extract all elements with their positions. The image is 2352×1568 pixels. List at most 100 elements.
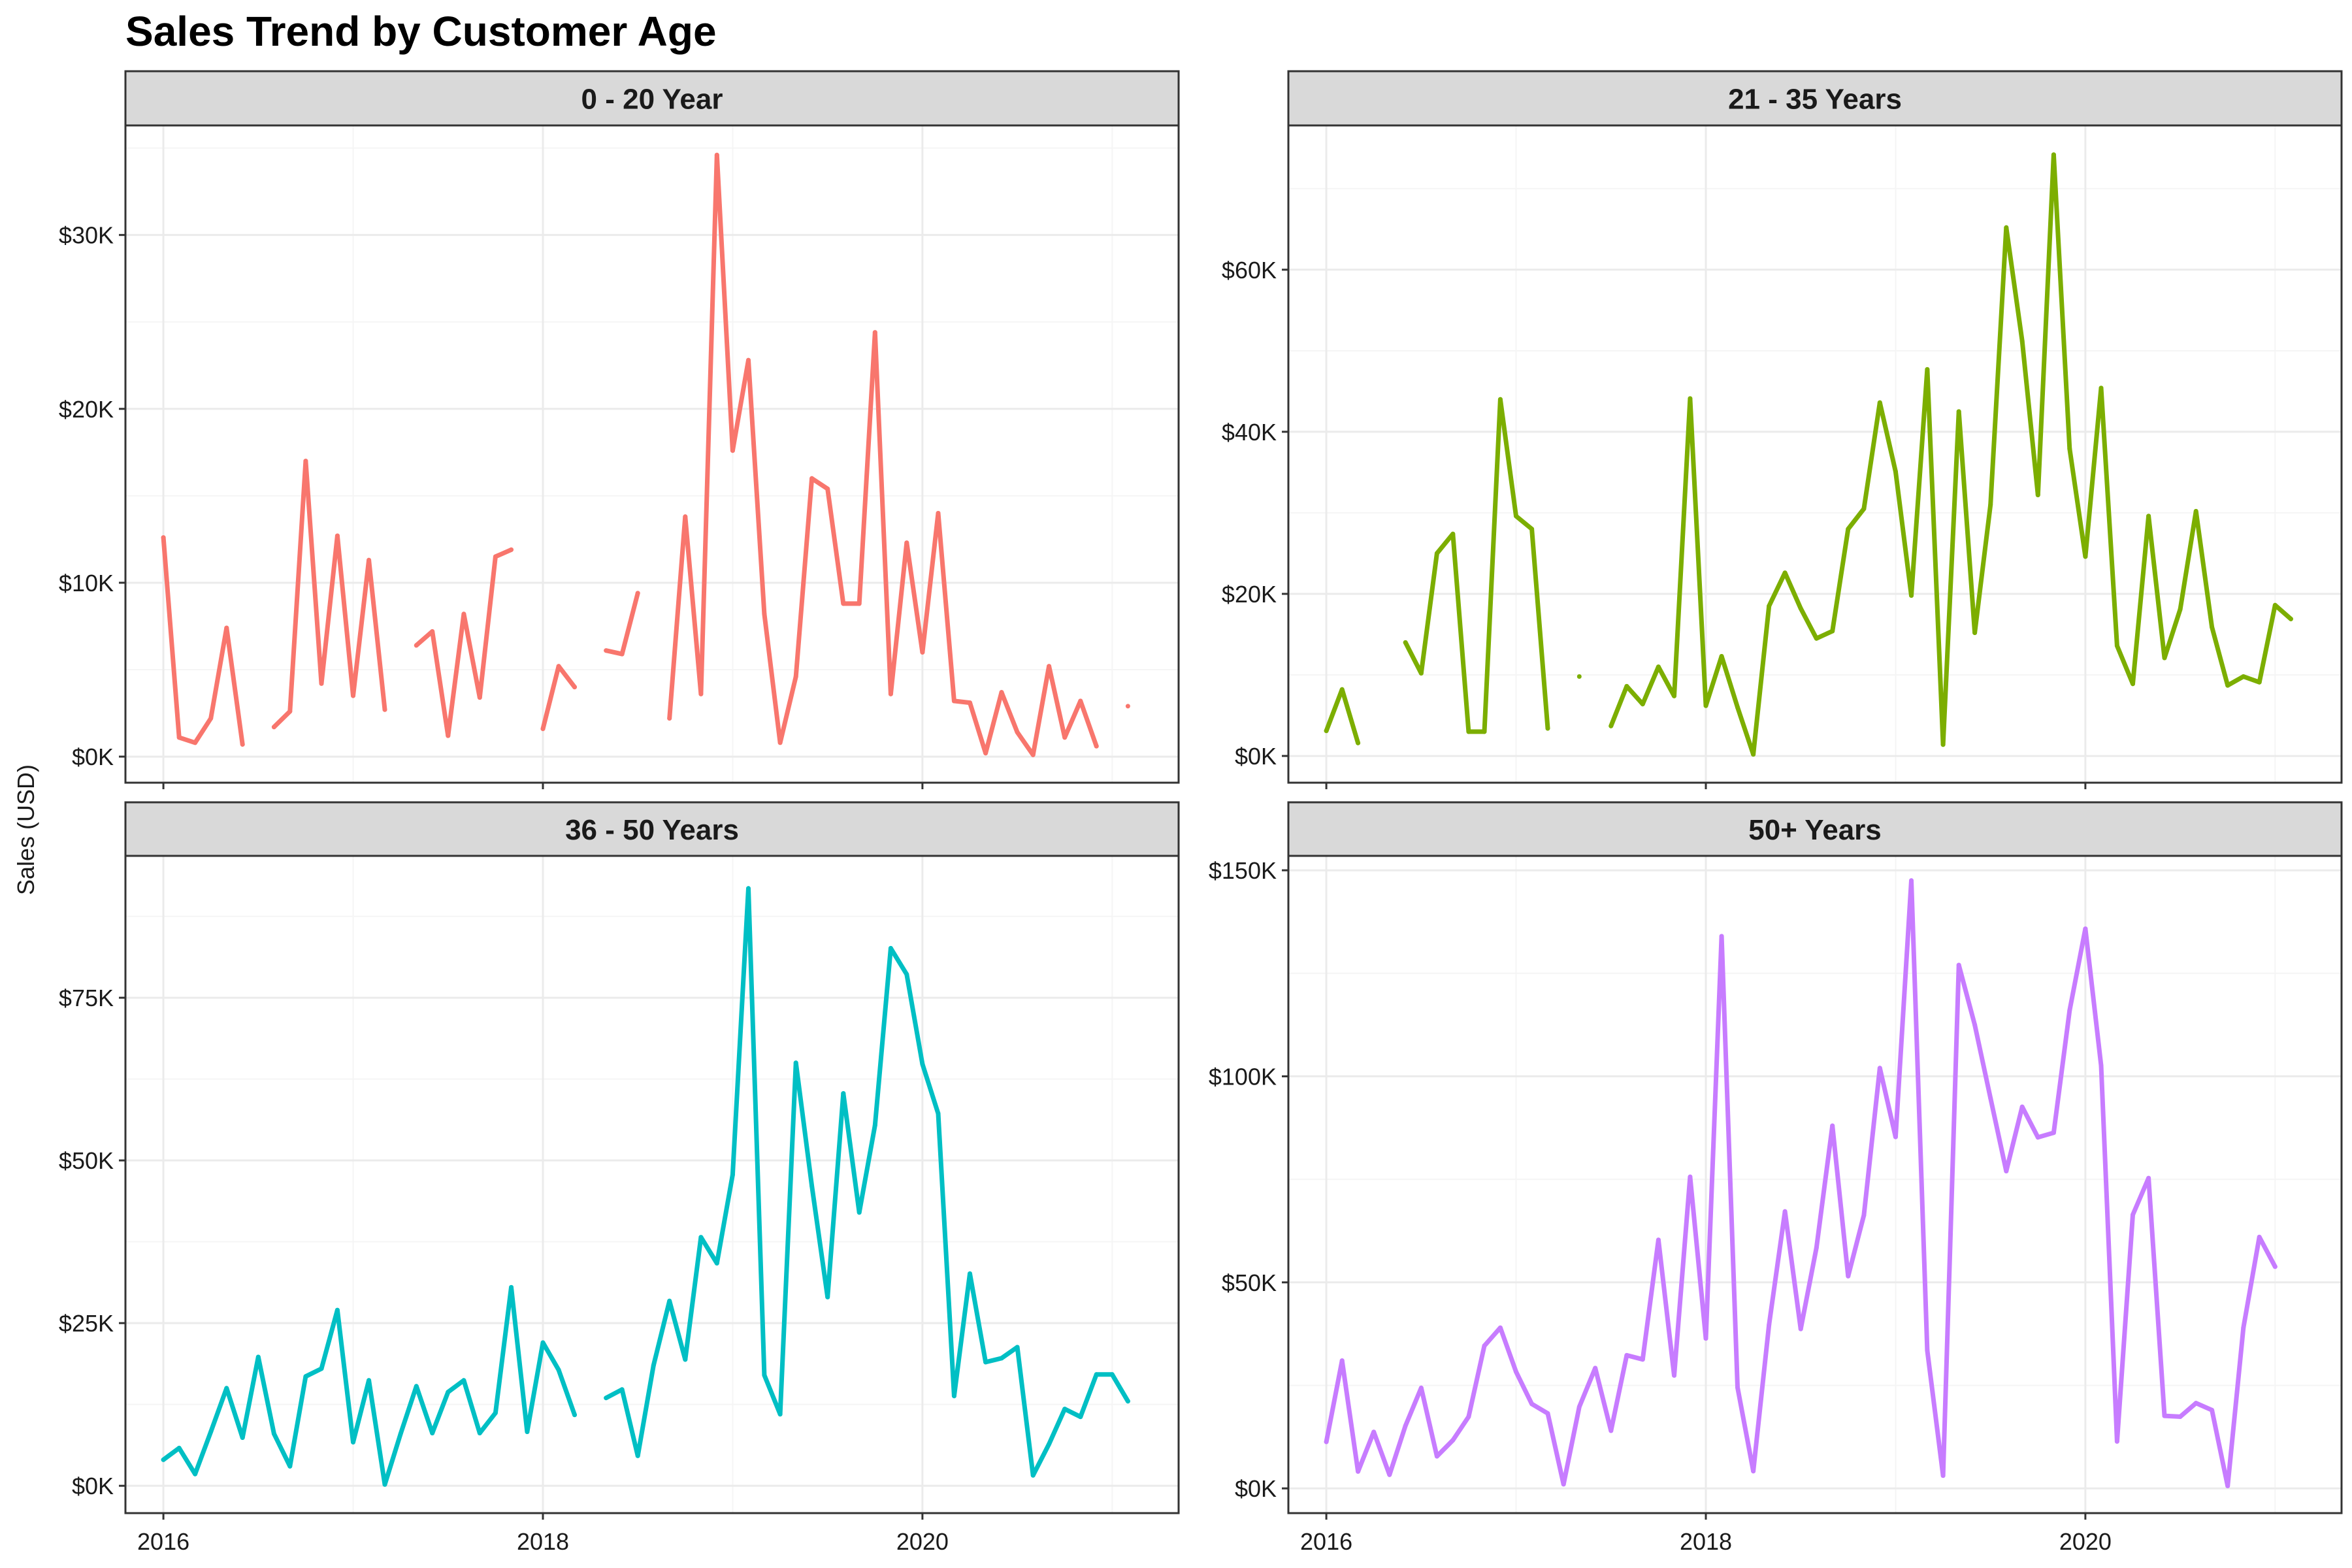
data-point: [1672, 1373, 1676, 1378]
data-point: [287, 1463, 293, 1469]
data-point: [841, 601, 846, 606]
facet-strip-label: 36 - 50 Years: [565, 814, 739, 846]
data-point: [224, 625, 229, 630]
data-point: [1719, 654, 1724, 659]
data-point: [904, 540, 909, 546]
data-point: [2114, 1439, 2119, 1444]
data-point: [1940, 742, 1946, 747]
data-point: [2131, 1212, 2135, 1217]
data-point: [1893, 469, 1898, 474]
data-point: [176, 735, 182, 740]
data-point: [951, 1394, 956, 1399]
data-point: [1078, 1414, 1083, 1420]
data-point: [2210, 625, 2215, 630]
data-point: [762, 1373, 767, 1378]
facet-strip: [1287, 70, 2343, 127]
data-point: [525, 1429, 530, 1434]
data-point: [604, 1396, 609, 1401]
data-point: [746, 886, 751, 891]
data-point: [493, 554, 498, 559]
data-point: [1640, 1357, 1645, 1362]
data-point: [1972, 630, 1978, 635]
data-point: [1925, 1348, 1930, 1353]
data-point: [1047, 664, 1052, 669]
data-point: [1972, 1022, 1978, 1028]
data-point: [983, 1360, 988, 1365]
data-point: [730, 1172, 735, 1177]
data-point: [1450, 531, 1456, 536]
data-point: [367, 1378, 372, 1383]
data-point: [2225, 683, 2230, 688]
data-point: [968, 700, 972, 706]
y-tick-label: $150K: [1209, 857, 1277, 884]
data-point: [1672, 693, 1676, 698]
data-point: [1624, 683, 1629, 689]
y-tick-label: $50K: [59, 1147, 114, 1174]
facet-strip-label: 0 - 20 Year: [581, 84, 723, 116]
data-point: [2114, 643, 2119, 648]
data-point: [746, 357, 751, 363]
data-point: [2257, 679, 2262, 685]
data-point: [1015, 1345, 1020, 1350]
data-point: [619, 651, 625, 657]
data-point: [2272, 1264, 2278, 1269]
data-point: [936, 511, 941, 515]
data-point: [303, 1374, 308, 1379]
y-tick-label: $20K: [59, 396, 114, 423]
y-tick-label: $60K: [1222, 257, 1277, 284]
y-tick-label: $30K: [59, 222, 114, 249]
data-point: [1735, 705, 1740, 710]
data-point: [2004, 225, 2009, 230]
data-point: [1846, 1273, 1851, 1279]
data-point: [1324, 728, 1329, 734]
data-point: [1514, 1369, 1518, 1375]
data-point: [2162, 655, 2167, 661]
data-point: [1387, 1472, 1392, 1477]
data-point: [968, 1271, 972, 1276]
facet-strip-label: 50+ Years: [1748, 814, 1882, 846]
data-point: [2193, 1401, 2198, 1406]
data-point: [509, 1284, 514, 1290]
data-point: [271, 725, 276, 730]
data-point: [683, 1357, 688, 1362]
data-point: [2083, 926, 2088, 932]
data-point: [635, 591, 640, 596]
data-point: [825, 1294, 830, 1299]
data-point: [1356, 740, 1361, 745]
data-point: [1125, 704, 1130, 709]
data-point: [2099, 385, 2104, 391]
data-point: [2288, 616, 2293, 621]
facet-panel: 21 - 35 Years $0K $20K $40K $60K: [1222, 70, 2343, 789]
data-point: [382, 1482, 387, 1487]
data-point: [730, 448, 735, 453]
x-tick-label: 2016: [1300, 1528, 1352, 1555]
data-point: [1814, 1245, 1819, 1250]
data-point: [161, 535, 166, 540]
data-point: [841, 1091, 846, 1096]
data-point: [825, 486, 830, 491]
data-point: [1688, 1174, 1693, 1179]
data-point: [2051, 152, 2056, 157]
data-point: [999, 1356, 1004, 1361]
data-point: [1909, 878, 1914, 883]
data-point: [319, 1366, 324, 1371]
data-point: [1062, 735, 1068, 740]
data-point: [872, 330, 877, 335]
data-point: [1576, 1404, 1582, 1409]
data-point: [667, 1298, 672, 1303]
data-point: [2257, 1234, 2262, 1239]
facet-panel: 36 - 50 Years $0K $25K $50K $75K 2016 2018 2020: [59, 801, 1180, 1555]
data-point: [1403, 1423, 1408, 1428]
data-point: [1782, 570, 1788, 576]
data-point: [635, 1453, 640, 1458]
y-tick-label: $75K: [59, 985, 114, 1011]
y-tick-label: $25K: [59, 1310, 114, 1337]
data-point: [2099, 1063, 2104, 1068]
data-point: [936, 1111, 941, 1116]
data-point: [2178, 1414, 2183, 1419]
data-point: [1751, 752, 1756, 757]
data-point: [2067, 1008, 2072, 1013]
data-point: [1030, 752, 1036, 757]
data-point: [430, 629, 435, 634]
x-tick-label: 2018: [517, 1528, 569, 1555]
